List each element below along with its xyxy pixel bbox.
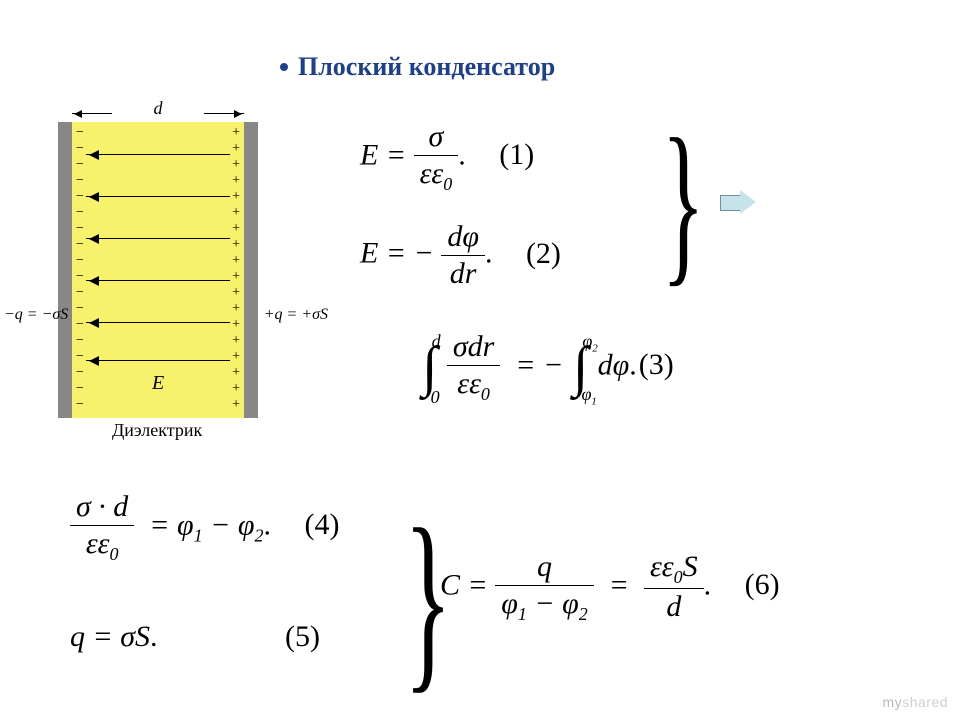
right-charge-label: +q = +σS [264,306,328,324]
eq3-ll: 0 [431,387,440,408]
watermark: myshared [883,694,948,710]
left-charge-label: −q = −σS [4,306,68,324]
eq3-ul: d [432,331,441,352]
watermark-suffix: shared [902,694,948,710]
eq1-tag: (1) [499,138,534,171]
eq5-tag: (5) [285,620,320,653]
dielectric-label: Диэлектрик [112,420,202,441]
arrow-right-icon [720,190,756,214]
equation-5: q = σS. (5) [70,620,320,654]
eq4-tag: (4) [305,508,340,541]
eq2-tag: (2) [526,237,561,270]
left-plate [58,122,72,418]
eq1-lhs: E [360,138,378,171]
field-arrow-icon [86,154,230,155]
eq6-tag: (6) [745,568,780,601]
field-arrow-icon [86,196,230,197]
title-text: Плоский конденсатор [298,52,555,81]
equation-1: E = σεε0. (1) [360,120,534,195]
title-bullet-icon [280,63,288,71]
width-arrow-left-icon [72,113,112,114]
width-arrow-right-icon [204,113,244,114]
width-label: d [118,98,198,119]
equation-6: C = qφ1 − φ2 = εε0Sd. (6) [440,550,780,625]
page-title: Плоский конденсатор [280,50,555,82]
field-arrow-icon [86,360,230,361]
watermark-prefix: my [883,694,903,710]
equation-3: d∫0 σdrεε0 = − φ2∫φ1 dφ.(3) [420,330,674,405]
eq1-num: σ [414,120,459,156]
capacitor-diagram: d −− −− −− −− −− −− −− −− −− ++ ++ ++ ++… [58,110,258,440]
brace-icon: } [662,130,705,274]
field-arrow-icon [86,280,230,281]
equation-2: E = − dφdr. (2) [360,220,561,292]
field-arrow-icon [86,238,230,239]
eq2-lhs: E [360,237,378,270]
field-arrow-icon [86,322,230,323]
field-label: E [152,372,164,395]
equation-4: σ · dεε0 = φ1 − φ2. (4) [70,490,340,565]
eq3-tag: (3) [639,348,674,381]
right-plate [244,122,258,418]
